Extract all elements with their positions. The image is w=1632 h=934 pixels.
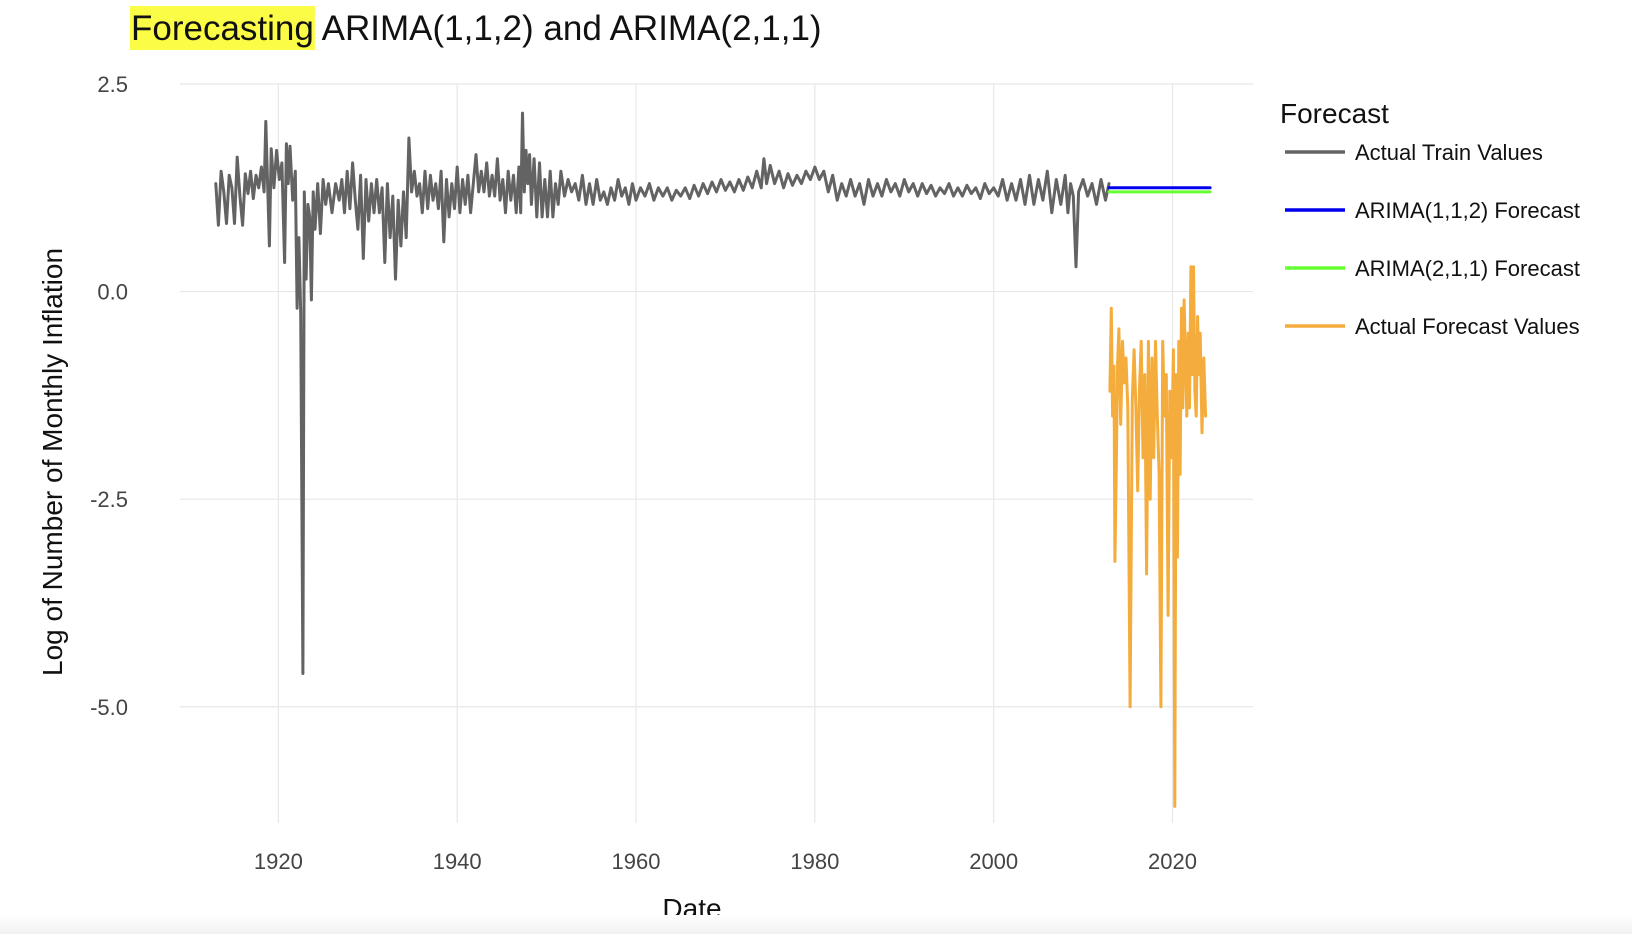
y-tick-label: 0.0 <box>97 280 128 305</box>
x-tick-label: 2020 <box>1148 849 1197 874</box>
y-axis-title: Log of Number of Monthly Inflation <box>37 248 68 676</box>
chart-title: Forecasting ARIMA(1,1,2) and ARIMA(2,1,1… <box>131 9 822 48</box>
title-highlight-box <box>130 6 315 50</box>
legend-label: Actual Train Values <box>1355 140 1543 165</box>
y-tick-label: 2.5 <box>97 72 128 97</box>
y-tick-label: -2.5 <box>90 487 128 512</box>
legend-label: ARIMA(1,1,2) Forecast <box>1355 198 1580 223</box>
series-layer <box>214 111 1212 808</box>
series-line-train <box>214 111 1111 675</box>
y-tick-label: -5.0 <box>90 695 128 720</box>
title-rest-text: ARIMA(1,1,2) and ARIMA(2,1,1) <box>314 9 822 48</box>
tick-labels: 1920 1940 1960 1980 2000 2020 2.5 0.0 -2.5 -5.0 <box>90 72 1197 874</box>
x-tick-label: 1940 <box>433 849 482 874</box>
x-tick-label: 1980 <box>790 849 839 874</box>
bottom-edge <box>0 915 1632 934</box>
legend: Forecast Actual Train Values ARIMA(1,1,2)… <box>1280 98 1580 339</box>
series-line-actual_forecast <box>1108 265 1208 808</box>
x-tick-label: 1960 <box>612 849 661 874</box>
x-tick-label: 1920 <box>254 849 303 874</box>
legend-title: Forecast <box>1280 98 1389 129</box>
legend-label: Actual Forecast Values <box>1355 314 1580 339</box>
title-highlight-text: Forecasting <box>131 9 314 48</box>
x-tick-label: 2000 <box>969 849 1018 874</box>
legend-label: ARIMA(2,1,1) Forecast <box>1355 256 1580 281</box>
